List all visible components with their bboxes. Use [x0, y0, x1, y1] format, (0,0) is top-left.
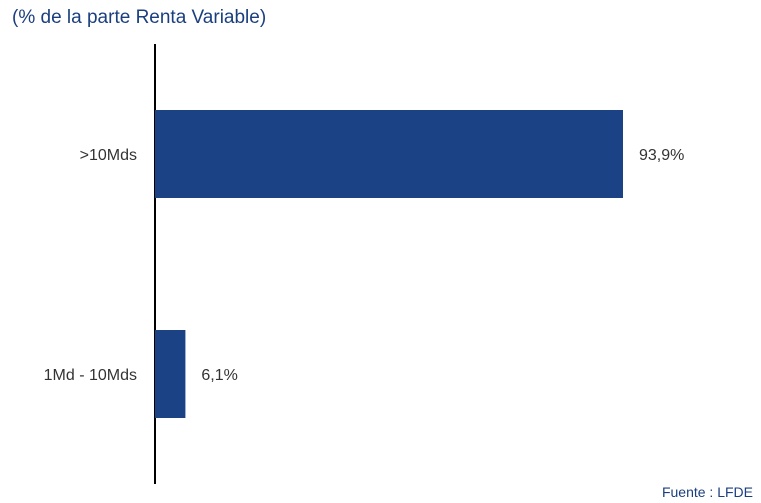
source-note: Fuente : LFDE	[661, 484, 753, 500]
bar-0	[155, 110, 623, 198]
category-label-1: 1Md - 10Mds	[44, 367, 137, 384]
bar-1	[155, 330, 186, 418]
data-label-1: 6,1%	[201, 367, 237, 384]
data-label-0: 93,9%	[639, 147, 684, 164]
bars-group: >10Mds 93,9% 1Md - 10Mds 6,1%	[44, 110, 684, 418]
chart-subtitle: (% de la parte Renta Variable)	[12, 7, 267, 28]
category-label-0: >10Mds	[80, 147, 137, 164]
